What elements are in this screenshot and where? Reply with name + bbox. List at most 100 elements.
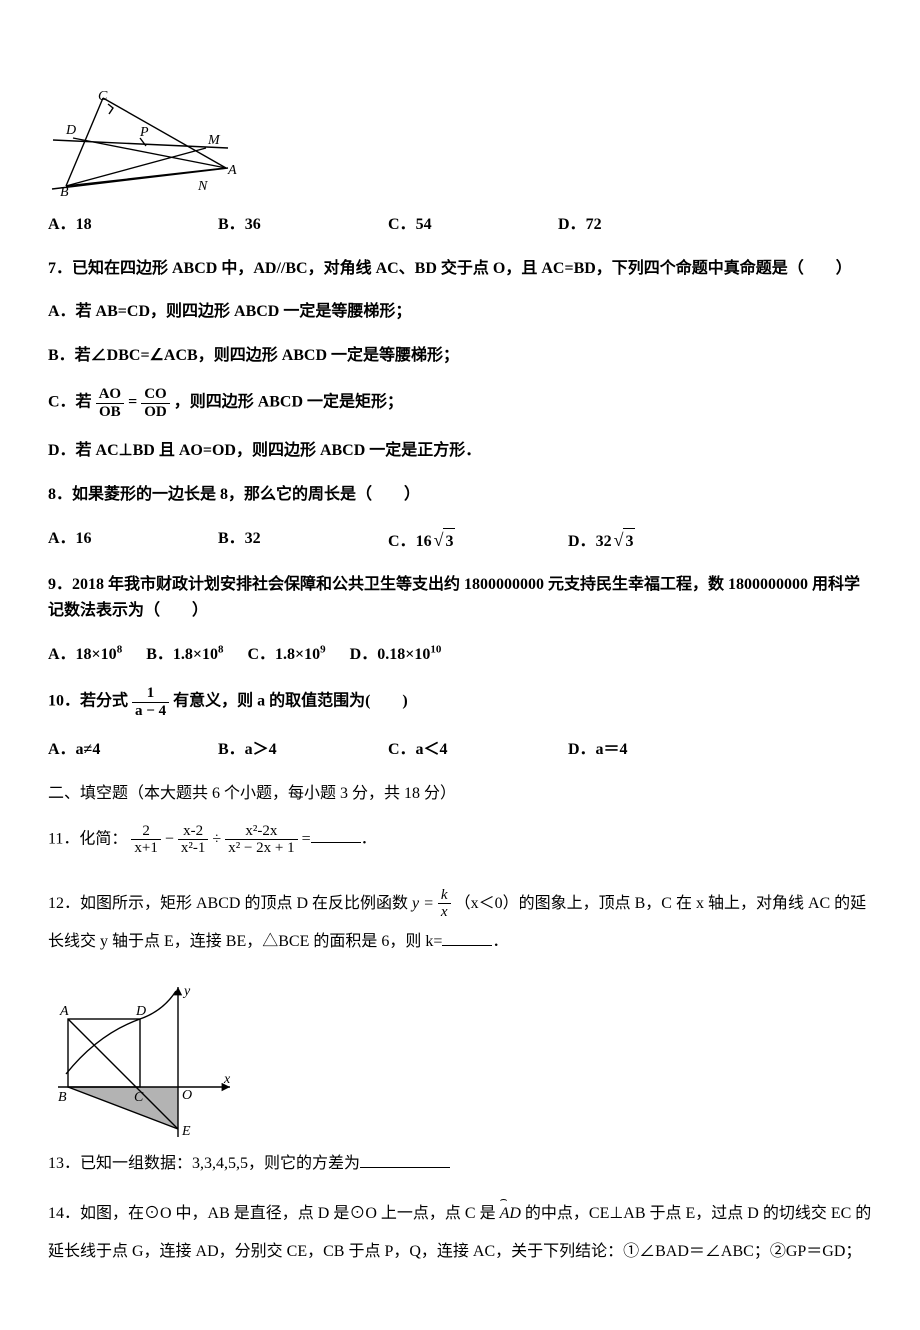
q9-opt-c: C．1.8×109 xyxy=(247,646,325,663)
q10-prefix: 10．若分式 xyxy=(48,693,128,710)
q8-opt-a: A．16 xyxy=(48,526,218,555)
q8-opt-c: C．16 3 xyxy=(388,526,568,555)
q13: 13．已知一组数据：3,3,4,5,5，则它的方差为 xyxy=(48,1151,872,1177)
q12: 12．如图所示，矩形 ABCD 的顶点 D 在反比例函数 y = k x （x＜… xyxy=(48,885,872,962)
q7-c-suffix: ，则四边形 ABCD 一定是矩形； xyxy=(174,394,403,411)
q11-f1-num: 2 xyxy=(131,823,160,841)
q7-stem: 7．已知在四边形 ABCD 中，AD//BC，对角线 AC、BD 交于点 O，且… xyxy=(48,256,872,282)
q10-opt-a: A．a≠4 xyxy=(48,737,218,763)
q8-c-num: 16 xyxy=(416,533,432,550)
q7-opt-c: C．若 AO OB = CO OD ，则四边形 ABCD 一定是矩形； xyxy=(48,386,872,420)
q10-frac: 1 a − 4 xyxy=(132,685,169,719)
q9-opt-d: D．0.18×1010 xyxy=(350,646,442,663)
svg-text:E: E xyxy=(181,1124,191,1139)
q12-frac: k x xyxy=(438,887,451,921)
q7-c-eq: = xyxy=(128,394,141,411)
svg-text:C: C xyxy=(98,90,108,104)
q9-d-base: D．0.18×10 xyxy=(350,646,431,663)
q6-opt-d: D．72 xyxy=(558,212,728,238)
q9-c-exp: 9 xyxy=(320,644,326,656)
q9-opt-a: A．18×108 xyxy=(48,646,122,663)
q6-opt-c-val: 54 xyxy=(416,216,432,233)
svg-text:A: A xyxy=(59,1004,69,1019)
q10-frac-num: 1 xyxy=(132,685,169,703)
q11-f3-num: x²-2x xyxy=(225,823,297,841)
svg-text:O: O xyxy=(182,1088,192,1103)
svg-text:M: M xyxy=(207,133,221,148)
q8-d-num: 32 xyxy=(596,533,612,550)
q9-a-base: A．18×10 xyxy=(48,646,117,663)
q11: 11．化简： 2 x+1 − x-2 x²-1 ÷ x²-2x x² − 2x … xyxy=(48,823,872,857)
q10-options: A．a≠4 B．a＞4 C．a＜4 D．a＝4 xyxy=(48,737,872,763)
q7-opt-b: B．若∠DBC=∠ACB，则四边形 ABCD 一定是等腰梯形； xyxy=(48,343,872,369)
q7-opt-a: A．若 AB=CD，则四边形 ABCD 一定是等腰梯形； xyxy=(48,299,872,325)
q11-div: ÷ xyxy=(212,830,221,847)
q8-opt-d: D．32 3 xyxy=(568,526,738,555)
q6-opt-c: C．54 xyxy=(388,212,558,238)
q8-opt-b: B．32 xyxy=(218,526,388,555)
q7-c-frac2: CO OD xyxy=(141,386,170,420)
q6-opt-b: B．36 xyxy=(218,212,388,238)
q12-frac-num: k xyxy=(438,887,451,905)
q7-c-frac2-num: CO xyxy=(141,386,170,404)
q11-frac2: x-2 x²-1 xyxy=(178,823,209,857)
q9-b-base: B．1.8×10 xyxy=(146,646,218,663)
q9-stem: 9．2018 年我市财政计划安排社会保障和公共卫生等支出约 1800000000… xyxy=(48,572,872,623)
q10-opt-c: C．a＜4 xyxy=(388,737,568,763)
svg-text:D: D xyxy=(135,1004,146,1019)
q10-opt-d: D．a＝4 xyxy=(568,737,738,763)
svg-text:B: B xyxy=(58,1090,67,1105)
q8-stem: 8．如果菱形的一边长是 8，那么它的周长是（ ） xyxy=(48,482,872,508)
q8-d-sqrt: 3 xyxy=(612,526,636,555)
svg-text:x: x xyxy=(223,1072,231,1087)
q6-opt-a: A．18 xyxy=(48,212,218,238)
q8-c-rad: 3 xyxy=(443,528,455,555)
q10-opt-b: B．a＞4 xyxy=(218,737,388,763)
q6-figure: B D C P M N A xyxy=(48,90,872,200)
q7-c-prefix: C．若 xyxy=(48,394,92,411)
svg-text:C: C xyxy=(134,1090,144,1105)
svg-text:P: P xyxy=(139,125,149,140)
q11-f2-den: x²-1 xyxy=(178,840,209,857)
q12-period: ． xyxy=(492,933,508,950)
q12-blank xyxy=(442,930,492,946)
svg-text:N: N xyxy=(197,179,208,194)
q8-d-rad: 3 xyxy=(623,528,635,555)
q9-c-base: C．1.8×10 xyxy=(247,646,320,663)
q8-c-sqrt: 3 xyxy=(432,526,456,555)
svg-text:y: y xyxy=(182,984,191,999)
q11-f1-den: x+1 xyxy=(131,840,160,857)
q7-opt-d: D．若 AC⊥BD 且 AO=OD，则四边形 ABCD 一定是正方形． xyxy=(48,438,872,464)
q11-frac3: x²-2x x² − 2x + 1 xyxy=(225,823,297,857)
q12-prefix: 12．如图所示，矩形 ABCD 的顶点 D 在反比例函数 xyxy=(48,895,412,912)
q7-c-frac1-den: OB xyxy=(96,404,125,421)
q14-line1a: 14．如图，在⊙O 中，AB 是直径，点 D 是⊙O 上一点，点 C 是 xyxy=(48,1205,500,1222)
svg-text:A: A xyxy=(227,163,237,178)
q14-line1b: 的中点，CE⊥AB 于点 E，过点 D 的切线交 EC xyxy=(521,1205,851,1222)
q10-suffix: 有意义，则 a 的取值范围为( ) xyxy=(173,693,408,710)
q9-d-exp: 10 xyxy=(430,644,441,656)
q11-minus: − xyxy=(165,830,174,847)
q11-frac1: 2 x+1 xyxy=(131,823,160,857)
q11-f2-num: x-2 xyxy=(178,823,209,841)
q9-options: A．18×108 B．1.8×10 8 C．1.8×109 D．0.18×1010 xyxy=(48,642,872,668)
q8-c-label: C． xyxy=(388,533,416,550)
q8-options: A．16 B．32 C．16 3 D．32 3 xyxy=(48,526,872,555)
q6-opt-b-val: 36 xyxy=(245,216,261,233)
q6-opt-d-val: 72 xyxy=(586,216,602,233)
q12-yeq: y = xyxy=(412,895,434,912)
q13-text: 13．已知一组数据：3,3,4,5,5，则它的方差为 xyxy=(48,1155,360,1172)
q13-blank xyxy=(360,1152,450,1168)
q11-eq: = xyxy=(302,830,311,847)
q10-stem: 10．若分式 1 a − 4 有意义，则 a 的取值范围为( ) xyxy=(48,685,872,719)
q7-c-frac1: AO OB xyxy=(96,386,125,420)
q9-a-exp: 8 xyxy=(117,644,123,656)
q7-c-frac1-num: AO xyxy=(96,386,125,404)
q7-c-frac2-den: OD xyxy=(141,404,170,421)
q8-d-label: D． xyxy=(568,533,596,550)
q12-figure: A D B C O E x y xyxy=(48,979,872,1139)
svg-text:D: D xyxy=(65,123,76,138)
q6-options: A．18 B．36 C．54 D．72 xyxy=(48,212,872,238)
q11-blank xyxy=(311,827,361,843)
q10-frac-den: a − 4 xyxy=(132,703,169,720)
